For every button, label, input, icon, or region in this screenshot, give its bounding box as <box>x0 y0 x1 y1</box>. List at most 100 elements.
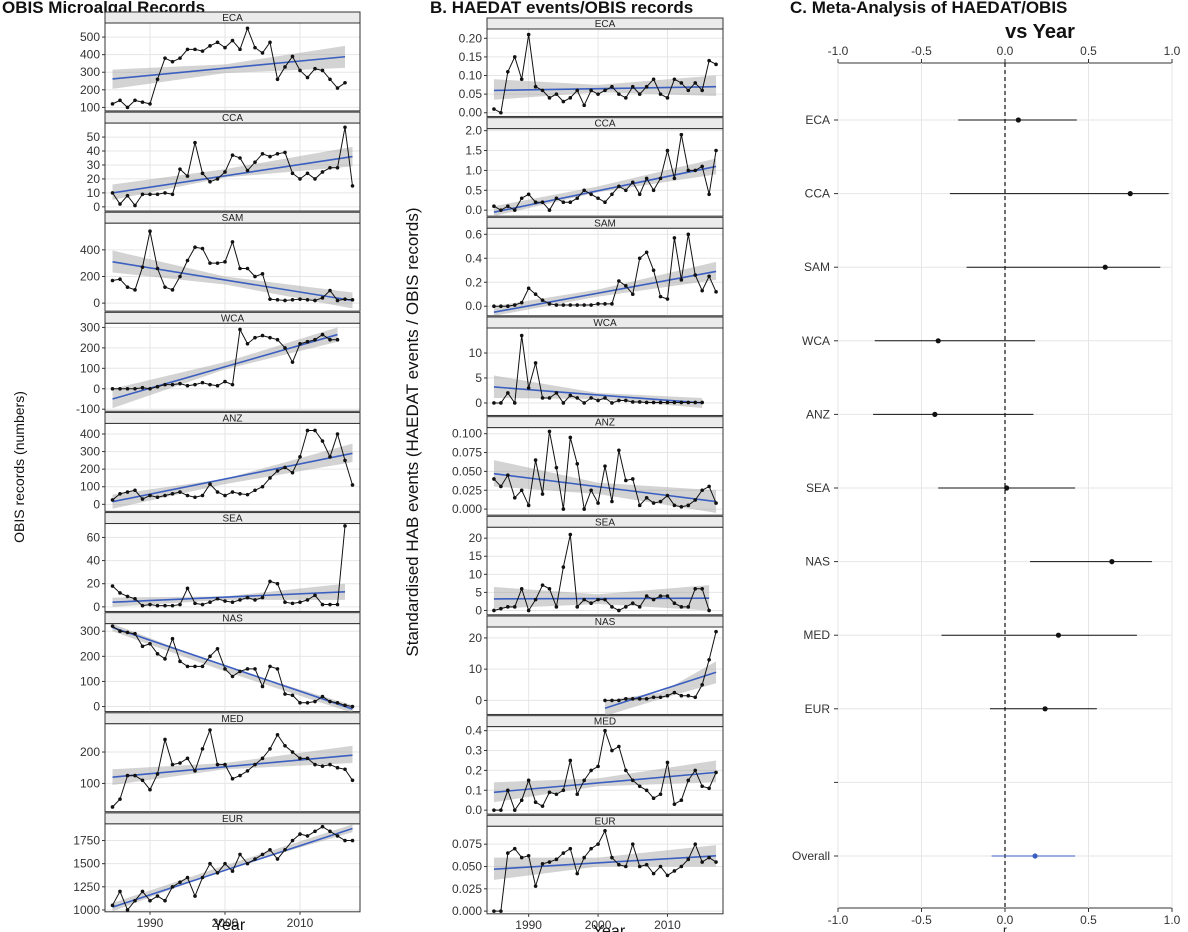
data-point <box>526 192 531 197</box>
data-point <box>245 861 250 866</box>
data-point <box>335 765 340 770</box>
y-tick-label: 0.20 <box>459 31 483 45</box>
data-point <box>170 382 175 387</box>
data-point <box>148 641 152 646</box>
data-point <box>275 581 280 586</box>
data-point <box>245 26 250 31</box>
data-point <box>155 894 160 898</box>
data-point <box>140 265 145 269</box>
x-tick-label-bottom: 0.5 <box>1080 913 1097 927</box>
data-point <box>193 769 197 773</box>
data-point <box>170 636 175 641</box>
chart-c-meta-analysis: -1.0 -1.0 -0.5 -0.5 0.0 0.0 0.5 0.5 1.0 1.0 ECA CCA… <box>792 44 1181 927</box>
row-label: MED <box>803 628 830 642</box>
data-point <box>305 171 310 176</box>
data-point <box>533 884 538 888</box>
data-point <box>554 92 559 96</box>
data-point <box>603 698 607 703</box>
data-point <box>686 88 691 93</box>
data-point <box>679 693 684 698</box>
data-point <box>110 805 115 809</box>
data-point <box>575 792 580 797</box>
data-point <box>133 898 137 903</box>
data-point <box>519 300 524 305</box>
trend-line <box>493 165 717 213</box>
data-point <box>700 400 704 405</box>
y-tick-label: 0.000 <box>452 904 482 918</box>
data-point <box>133 631 137 636</box>
data-point <box>328 829 332 834</box>
facet-label: SEA <box>222 514 242 525</box>
y-tick-label: 100 <box>80 480 100 494</box>
x-tick-label: 2000 <box>212 916 239 930</box>
data-point <box>193 382 197 387</box>
data-point <box>335 298 340 303</box>
row-label: CCA <box>805 187 830 201</box>
data-point <box>268 297 272 301</box>
chart-b-xlabel: Year <box>593 923 626 932</box>
data-point <box>617 398 621 403</box>
data-point <box>512 208 517 212</box>
data-point <box>547 429 552 434</box>
data-point <box>707 855 711 860</box>
data-point <box>148 102 152 106</box>
data-point <box>230 869 235 873</box>
row-label: NAS <box>805 555 830 569</box>
data-point <box>178 167 182 171</box>
data-point <box>582 401 586 405</box>
data-point <box>148 192 152 197</box>
data-point <box>672 176 677 181</box>
title-c-line1: C. Meta-Analysis of HAEDAT/OBIS <box>790 0 1067 17</box>
data-point <box>238 327 242 332</box>
y-tick-label: 20 <box>87 577 101 591</box>
data-point <box>335 337 340 342</box>
data-point <box>582 855 586 860</box>
data-point <box>658 499 663 504</box>
data-point <box>155 603 160 608</box>
data-point <box>665 693 670 698</box>
y-tick-label: 300 <box>80 445 100 459</box>
data-point <box>637 92 642 96</box>
data-point <box>208 382 212 387</box>
data-point <box>506 605 510 609</box>
data-point <box>554 303 559 307</box>
data-point <box>644 176 649 181</box>
data-point <box>672 400 677 405</box>
data-point <box>185 47 190 52</box>
confidence-band <box>605 661 717 717</box>
data-point <box>533 292 538 297</box>
data-point <box>125 630 130 635</box>
data-point <box>328 455 332 459</box>
data-point <box>582 103 586 108</box>
data-point <box>575 871 580 876</box>
facet-label: WCA <box>221 313 245 324</box>
data-point <box>624 284 628 288</box>
data-point <box>200 493 205 498</box>
panel-frame <box>486 227 724 317</box>
data-point <box>290 838 295 843</box>
data-point <box>499 304 503 309</box>
y-tick-label: 0 <box>93 700 100 714</box>
data-point <box>672 236 677 240</box>
y-tick-label: 100 <box>80 361 100 375</box>
x-tick-label: 1990 <box>137 916 164 930</box>
data-point <box>290 601 295 606</box>
panel-frame <box>486 825 724 915</box>
data-point <box>596 196 600 201</box>
data-point <box>140 100 145 104</box>
chart-a-panel-med: MED 100 200 <box>80 712 361 813</box>
data-point <box>603 464 607 468</box>
y-tick-label: 100 <box>80 776 100 790</box>
data-point <box>125 285 130 289</box>
data-point <box>624 768 628 773</box>
trend-line <box>604 671 717 709</box>
data-point <box>155 266 160 271</box>
data-point <box>603 728 607 733</box>
data-point <box>512 846 517 851</box>
y-tick-label: 20 <box>469 531 483 545</box>
data-point <box>133 773 137 778</box>
data-point <box>155 652 160 656</box>
data-point <box>679 81 684 85</box>
chart-a-panel-anz: ANZ 0 100 200 300 400 <box>80 411 361 512</box>
y-tick-label: 0 <box>93 600 100 614</box>
